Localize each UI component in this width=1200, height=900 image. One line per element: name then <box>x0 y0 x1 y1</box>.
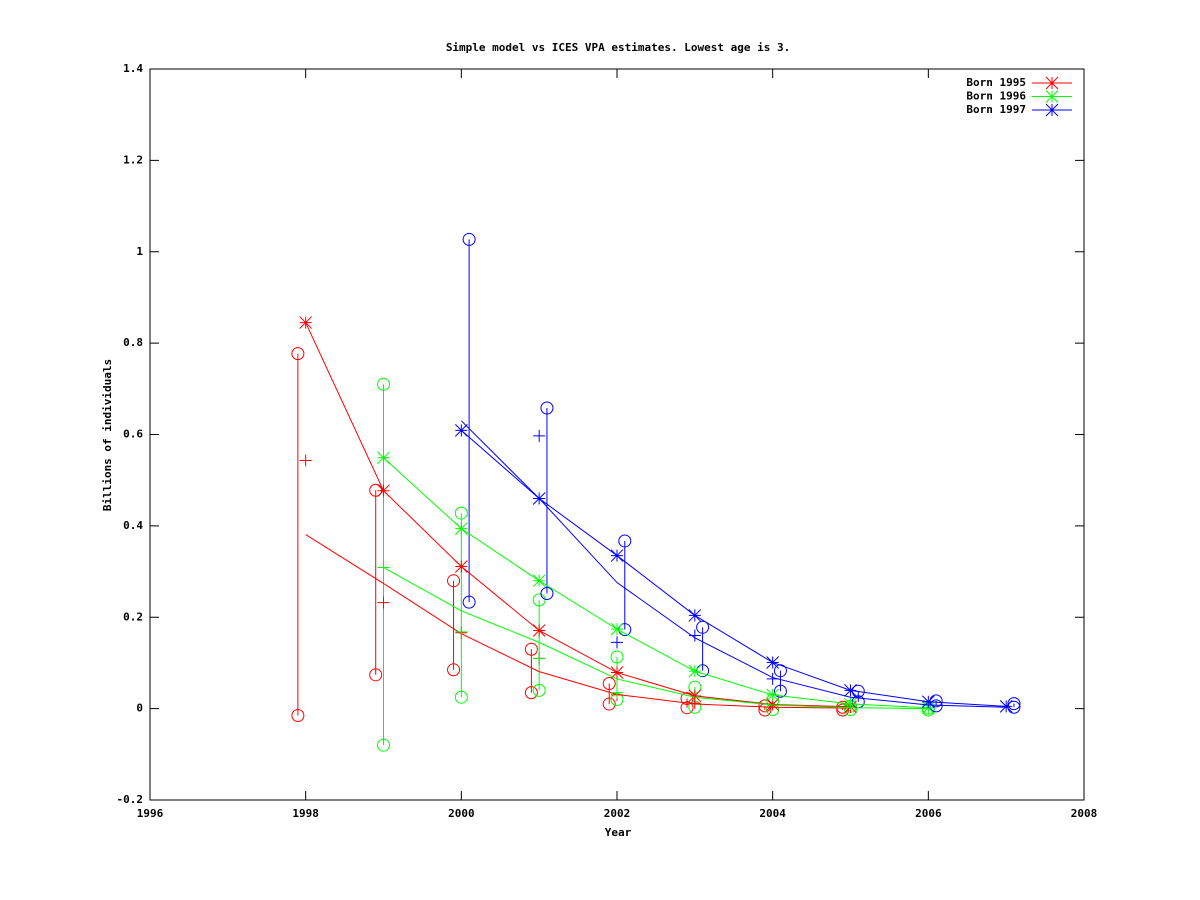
star-marker <box>454 522 468 535</box>
x-tick-label: 1996 <box>137 807 164 820</box>
circle-marker <box>773 664 787 678</box>
series-line <box>383 457 929 709</box>
star-marker <box>688 609 702 622</box>
circle-marker <box>618 534 632 548</box>
circle-marker <box>447 663 461 677</box>
star-marker <box>921 695 935 709</box>
circle-marker <box>377 738 390 752</box>
plus-marker <box>611 636 623 649</box>
circle-marker <box>602 697 616 711</box>
circle-marker <box>369 668 383 682</box>
star-marker <box>688 664 702 678</box>
circle-marker <box>454 690 468 704</box>
legend-label: Born 1995 <box>966 76 1026 89</box>
star-marker <box>377 484 390 498</box>
x-tick-label: 2008 <box>1071 807 1098 820</box>
y-tick-label: 1.4 <box>123 62 143 75</box>
circle-marker <box>610 650 624 664</box>
star-marker <box>844 683 857 697</box>
circle-marker <box>696 620 710 634</box>
plus-marker <box>455 625 468 638</box>
circle-marker <box>532 593 546 607</box>
x-tick-label: 2000 <box>448 807 475 820</box>
star-marker <box>999 699 1013 713</box>
circle-marker <box>377 377 390 391</box>
circle-marker <box>680 701 694 715</box>
star-marker <box>299 316 313 329</box>
y-tick-label: 1 <box>136 245 143 258</box>
circle-marker <box>1007 700 1021 714</box>
star-marker <box>766 688 780 702</box>
star-marker <box>532 624 546 637</box>
legend-label: Born 1997 <box>966 103 1026 116</box>
y-axis-label: Billions of individuals <box>101 359 114 511</box>
legend-marker <box>1045 90 1059 103</box>
y-tick-label: 0.6 <box>123 428 143 441</box>
star-marker <box>454 560 468 573</box>
plus-marker <box>688 629 701 642</box>
circle-marker <box>532 683 546 697</box>
circle-marker <box>1007 697 1021 711</box>
star-marker <box>454 424 468 437</box>
circle-marker <box>291 347 305 361</box>
circle-marker <box>929 694 943 708</box>
plus-marker <box>299 454 312 467</box>
plus-marker <box>533 652 546 665</box>
series-line <box>460 420 1007 708</box>
circle-marker <box>680 692 694 706</box>
series-line <box>461 430 1007 707</box>
y-tick-label: 0.8 <box>123 336 143 349</box>
circle-marker <box>462 595 476 609</box>
star-marker <box>610 666 624 679</box>
circle-marker <box>447 574 461 588</box>
circle-marker <box>454 506 468 520</box>
plus-marker <box>377 561 390 574</box>
circle-marker <box>602 676 616 690</box>
plus-marker <box>611 686 623 699</box>
x-tick-label: 2004 <box>759 807 786 820</box>
circle-marker <box>540 586 554 600</box>
legend-marker <box>1045 103 1059 117</box>
legend-marker <box>1045 76 1059 90</box>
x-tick-label: 1998 <box>292 807 319 820</box>
x-tick-label: 2002 <box>604 807 631 820</box>
y-tick-label: 0.2 <box>123 610 143 623</box>
star-marker <box>766 656 780 669</box>
series-line <box>305 534 851 709</box>
plus-marker <box>688 697 701 710</box>
plus-marker <box>766 672 779 685</box>
plus-marker <box>533 429 546 442</box>
y-tick-label: 1.2 <box>123 153 143 166</box>
star-marker <box>688 689 702 703</box>
star-marker <box>532 574 546 588</box>
circle-marker <box>773 684 787 698</box>
legend-label: Born 1996 <box>966 90 1026 103</box>
x-tick-label: 2006 <box>915 807 942 820</box>
series-line <box>383 567 929 710</box>
circle-marker <box>540 401 554 415</box>
circle-marker <box>836 703 850 717</box>
y-tick-label: -0.2 <box>117 793 144 806</box>
y-tick-label: 0 <box>136 702 143 715</box>
series-line <box>305 322 851 708</box>
chart-title: Simple model vs ICES VPA estimates. Lowe… <box>446 41 790 54</box>
circle-marker <box>524 642 538 656</box>
circle-marker <box>462 232 476 246</box>
circle-marker <box>851 684 865 698</box>
plus-marker <box>377 596 390 609</box>
circle-marker <box>524 686 538 700</box>
star-marker <box>844 697 857 711</box>
star-marker <box>610 549 624 562</box>
star-marker <box>610 622 624 636</box>
star-marker <box>377 451 390 465</box>
x-axis-label: Year <box>605 826 632 839</box>
y-tick-label: 0.4 <box>123 519 143 532</box>
circle-marker <box>291 708 305 722</box>
